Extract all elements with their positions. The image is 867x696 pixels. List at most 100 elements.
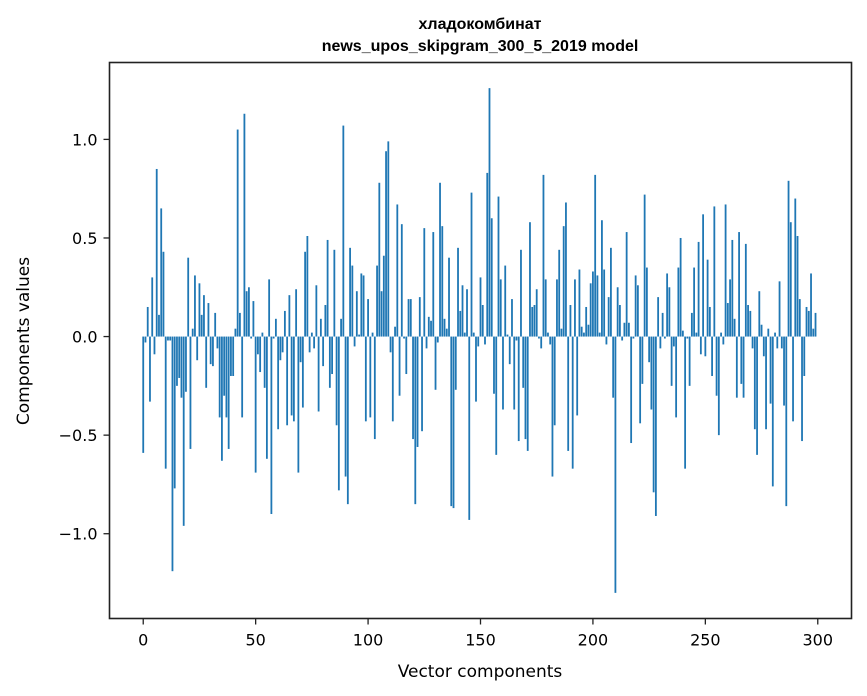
bar: [681, 330, 684, 337]
bar: [337, 336, 340, 491]
bar: [798, 299, 801, 337]
bar: [522, 336, 525, 388]
bar: [389, 336, 392, 353]
bar: [517, 336, 520, 442]
bar: [272, 336, 275, 339]
bar: [394, 326, 396, 337]
bar: [520, 249, 522, 337]
bar: [185, 336, 187, 392]
bar: [574, 279, 576, 337]
bar: [243, 113, 246, 337]
bar: [335, 336, 338, 426]
bar: [169, 336, 172, 341]
bar: [771, 336, 774, 487]
bar: [576, 336, 579, 416]
bar: [567, 336, 570, 451]
bar: [450, 336, 453, 507]
bar: [796, 236, 799, 337]
bar: [607, 297, 610, 337]
bar: [756, 336, 758, 455]
bar: [304, 251, 307, 337]
bar: [355, 291, 358, 337]
bar: [753, 336, 756, 430]
bar: [747, 305, 749, 337]
bar: [524, 336, 527, 440]
bar: [227, 336, 230, 449]
bar: [661, 312, 664, 337]
bar: [194, 275, 196, 337]
bar: [650, 336, 653, 410]
bar: [652, 336, 655, 493]
bar: [292, 336, 295, 422]
bar: [592, 271, 594, 337]
bar: [762, 336, 765, 357]
x-tick-label: 200: [578, 631, 609, 650]
bar: [560, 328, 563, 337]
bar: [693, 267, 696, 337]
bar: [445, 328, 448, 337]
bar: [421, 336, 423, 432]
bar: [232, 336, 235, 376]
bar: [506, 334, 509, 337]
bar: [382, 255, 385, 337]
bar: [459, 310, 462, 337]
bar: [502, 336, 504, 410]
bar: [711, 336, 713, 376]
bar: [403, 336, 405, 339]
bar: [810, 273, 812, 337]
y-tick-label: 1.0: [72, 130, 97, 149]
bar: [171, 336, 174, 572]
bar: [340, 318, 342, 337]
x-axis-ticks: 0 50 100 150 200 250 300: [138, 618, 833, 650]
bar: [387, 141, 390, 337]
bar: [481, 305, 484, 337]
bar: [657, 297, 660, 337]
bar: [416, 336, 419, 447]
bar: [805, 306, 808, 337]
bar: [248, 287, 250, 337]
bar: [583, 332, 585, 337]
bar: [603, 269, 606, 337]
bar: [221, 336, 223, 461]
bar: [326, 239, 329, 337]
bar: [257, 336, 259, 355]
y-axis-ticks: −1.0 −0.5 0.0 0.5 1.0: [59, 130, 110, 544]
bar: [632, 336, 635, 339]
chart-title: хладокомбинат: [419, 16, 542, 33]
bar: [396, 204, 399, 337]
bar: [250, 336, 253, 339]
bar: [751, 336, 754, 349]
bar: [198, 283, 201, 337]
bar: [151, 277, 154, 337]
bar: [463, 332, 466, 337]
x-tick-label: 100: [353, 631, 384, 650]
bar: [553, 336, 556, 426]
bar: [182, 336, 185, 526]
bar: [610, 247, 612, 337]
bar: [380, 291, 383, 337]
bar: [191, 328, 194, 337]
bar: [353, 336, 356, 347]
bar: [774, 332, 776, 337]
bar: [740, 336, 743, 384]
bar: [634, 275, 637, 337]
bar: [310, 332, 313, 337]
bar: [398, 336, 401, 396]
bar: [376, 265, 378, 337]
bar: [317, 336, 320, 412]
bar: [744, 243, 747, 337]
bar: [346, 336, 349, 505]
bar: [731, 239, 734, 337]
y-tick-label: 0.5: [72, 229, 97, 248]
bar: [493, 336, 495, 394]
bar: [486, 172, 489, 337]
bar: [735, 336, 738, 398]
bar: [625, 232, 628, 337]
bar: [146, 306, 149, 337]
y-axis-label: Components values: [14, 257, 34, 425]
bar: [715, 336, 718, 396]
bar: [373, 336, 376, 440]
bar: [418, 297, 421, 337]
bar: [274, 318, 277, 337]
bar: [535, 289, 538, 337]
